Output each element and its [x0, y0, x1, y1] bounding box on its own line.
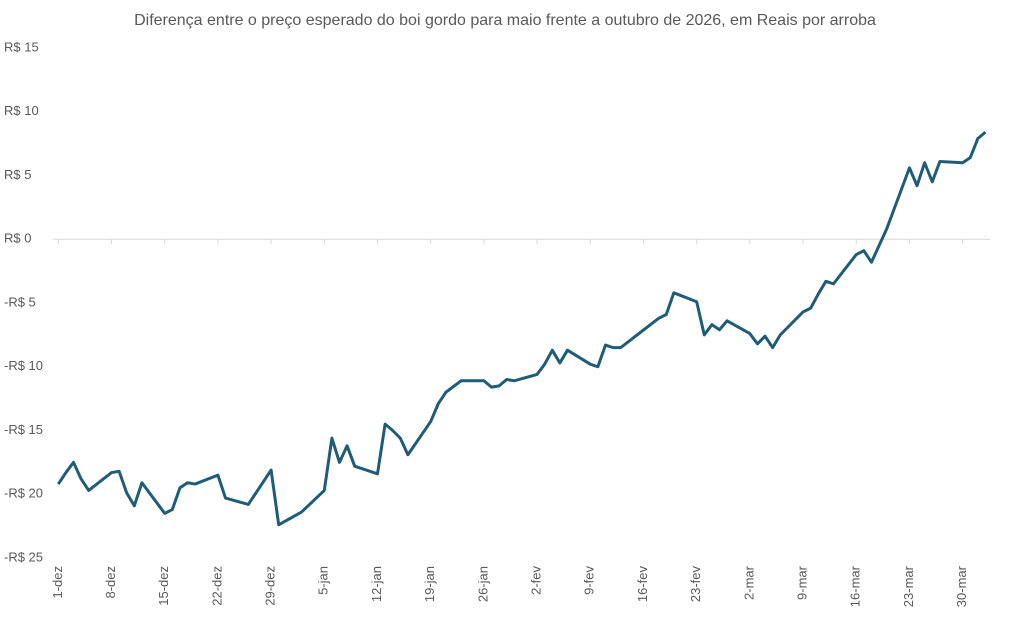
- x-tick-label: 9-mar: [794, 565, 809, 600]
- x-tick-label: 22-dez: [209, 566, 224, 606]
- chart-title: Diferença entre o preço esperado do boi …: [134, 12, 876, 29]
- y-tick-label: -R$ 20: [4, 486, 43, 501]
- x-tick-label: 16-mar: [848, 565, 863, 607]
- x-tick-label: 29-dez: [263, 566, 278, 606]
- y-tick-label: -R$ 15: [4, 422, 43, 437]
- y-tick-label: -R$ 10: [4, 358, 43, 373]
- x-tick-label: 30-mar: [954, 565, 969, 607]
- x-tick-label: 19-jan: [422, 566, 437, 602]
- x-tick-label: 1-dez: [50, 566, 65, 599]
- y-tick-label: -R$ 5: [4, 294, 36, 309]
- x-tick-label: 2-mar: [741, 565, 756, 600]
- y-tick-label: -R$ 25: [4, 549, 43, 564]
- x-tick-label: 8-dez: [103, 566, 118, 599]
- x-tick-label: 12-jan: [369, 566, 384, 602]
- x-tick-label: 15-dez: [156, 566, 171, 606]
- x-tick-label: 16-fev: [635, 566, 650, 603]
- y-tick-label: R$ 15: [4, 39, 39, 54]
- x-tick-label: 2-fev: [529, 566, 544, 595]
- x-tick-label: 23-mar: [901, 565, 916, 607]
- y-tick-label: R$ 5: [4, 167, 31, 182]
- x-tick-label: 23-fev: [688, 566, 703, 603]
- x-tick-label: 5-jan: [316, 566, 331, 595]
- x-tick-label: 9-fev: [582, 566, 597, 595]
- y-tick-label: R$ 0: [4, 231, 31, 246]
- x-tick-label: 26-jan: [475, 566, 490, 602]
- y-tick-label: R$ 10: [4, 103, 39, 118]
- data-line: [57, 131, 987, 527]
